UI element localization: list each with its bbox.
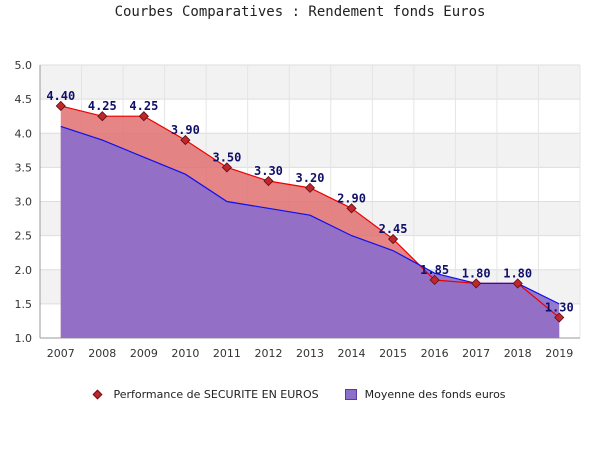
x-tick-label: 2015 — [379, 347, 407, 360]
data-label: 4.40 — [46, 89, 75, 103]
x-tick-label: 2012 — [254, 347, 282, 360]
performance-marker — [97, 111, 108, 122]
data-label: 4.25 — [88, 99, 117, 113]
x-tick-label: 2014 — [338, 347, 366, 360]
performance-marker — [221, 162, 232, 173]
x-tick-label: 2011 — [213, 347, 241, 360]
legend: Performance de SECURITE EN EUROS Moyenne… — [0, 388, 600, 401]
performance-marker — [512, 278, 523, 289]
diamond-marker-icon — [93, 389, 103, 400]
legend-label-average: Moyenne des fonds euros — [364, 388, 506, 401]
y-tick-label: 4.0 — [15, 127, 33, 140]
data-label: 1.85 — [420, 263, 449, 277]
data-label: 1.30 — [545, 301, 574, 315]
performance-marker — [388, 233, 399, 245]
performance-marker — [180, 135, 191, 146]
grid-band — [40, 65, 580, 100]
y-tick-label: 1.5 — [15, 298, 33, 311]
data-label: 4.25 — [129, 99, 158, 113]
performance-marker — [554, 312, 565, 323]
performance-marker — [346, 203, 357, 214]
y-tick-label: 3.0 — [15, 196, 33, 209]
y-tick-label: 3.5 — [15, 161, 33, 174]
x-tick-label: 2010 — [171, 347, 199, 360]
performance-marker — [429, 274, 440, 286]
performance-marker — [138, 111, 149, 122]
square-swatch-icon — [344, 389, 357, 400]
data-label: 1.80 — [503, 266, 532, 280]
data-label: 3.20 — [296, 171, 325, 185]
data-label: 2.90 — [337, 191, 366, 205]
x-tick-label: 2018 — [504, 347, 532, 360]
data-label: 3.90 — [171, 123, 200, 137]
x-tick-label: 2016 — [421, 347, 449, 360]
y-tick-label: 2.5 — [15, 230, 33, 243]
data-label: 3.50 — [212, 150, 241, 164]
legend-entry-average: Moyenne des fonds euros — [344, 388, 506, 401]
performance-marker — [471, 278, 482, 289]
x-tick-label: 2008 — [88, 347, 116, 360]
chart-title: Courbes Comparatives : Rendement fonds E… — [114, 4, 486, 20]
x-tick-label: 2019 — [545, 347, 573, 360]
x-tick-label: 2013 — [296, 347, 324, 360]
y-tick-label: 5.0 — [15, 59, 33, 72]
y-tick-label: 4.5 — [15, 93, 33, 106]
x-tick-label: 2007 — [47, 347, 75, 360]
performance-marker — [263, 175, 274, 187]
y-tick-label: 2.0 — [15, 264, 33, 277]
performance-marker — [304, 182, 316, 193]
y-tick-label: 1.0 — [15, 332, 33, 345]
legend-label-performance: Performance de SECURITE EN EUROS — [113, 388, 319, 401]
performance-marker — [55, 100, 66, 112]
x-tick-label: 2017 — [462, 347, 490, 360]
x-tick-label: 2009 — [130, 347, 158, 360]
average-area — [60, 126, 560, 338]
data-label: 2.45 — [379, 222, 408, 236]
data-label: 3.30 — [254, 164, 283, 178]
legend-entry-performance: Performance de SECURITE EN EUROS — [93, 388, 319, 401]
data-label: 1.80 — [462, 266, 491, 280]
